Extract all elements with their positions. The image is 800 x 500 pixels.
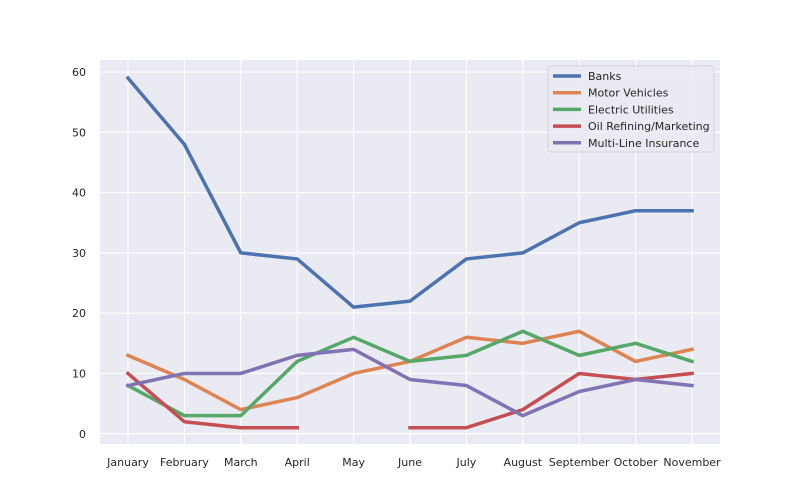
y-tick-label: 20 [72, 307, 86, 320]
y-tick-label: 30 [72, 247, 86, 260]
y-tick-label: 40 [72, 187, 86, 200]
y-tick-label: 0 [79, 428, 86, 441]
x-tick-label: October [614, 456, 658, 469]
x-tick-label: April [285, 456, 310, 469]
series-line [125, 371, 694, 430]
x-tick-label: January [106, 456, 149, 469]
legend-label: Multi-Line Insurance [588, 137, 699, 150]
series-lines [125, 75, 695, 430]
y-tick-label: 50 [72, 126, 86, 139]
y-tick-label: 60 [72, 66, 86, 79]
x-tick-label: November [663, 456, 721, 469]
legend-label: Motor Vehicles [588, 87, 669, 100]
x-tick-label: July [456, 456, 477, 469]
x-tick-label: February [160, 456, 209, 469]
legend-box [547, 65, 715, 153]
series-line [125, 347, 694, 418]
x-tick-label: September [549, 456, 610, 469]
x-tick-label: March [224, 456, 258, 469]
x-tick-label: May [342, 456, 365, 469]
x-tick-label: August [504, 456, 543, 469]
y-tick-label: 10 [72, 367, 86, 380]
legend-label: Electric Utilities [588, 103, 674, 116]
series-line [125, 329, 695, 418]
tick-labels: January February March April May June July Augu… [72, 66, 721, 469]
legend: Banks Motor Vehicles Electric Utilities Oil… [547, 65, 715, 153]
legend-label: Banks [588, 70, 622, 83]
series-line [125, 75, 694, 309]
legend-label: Oil Refining/Marketing [588, 120, 710, 133]
x-tick-label: June [397, 456, 422, 469]
